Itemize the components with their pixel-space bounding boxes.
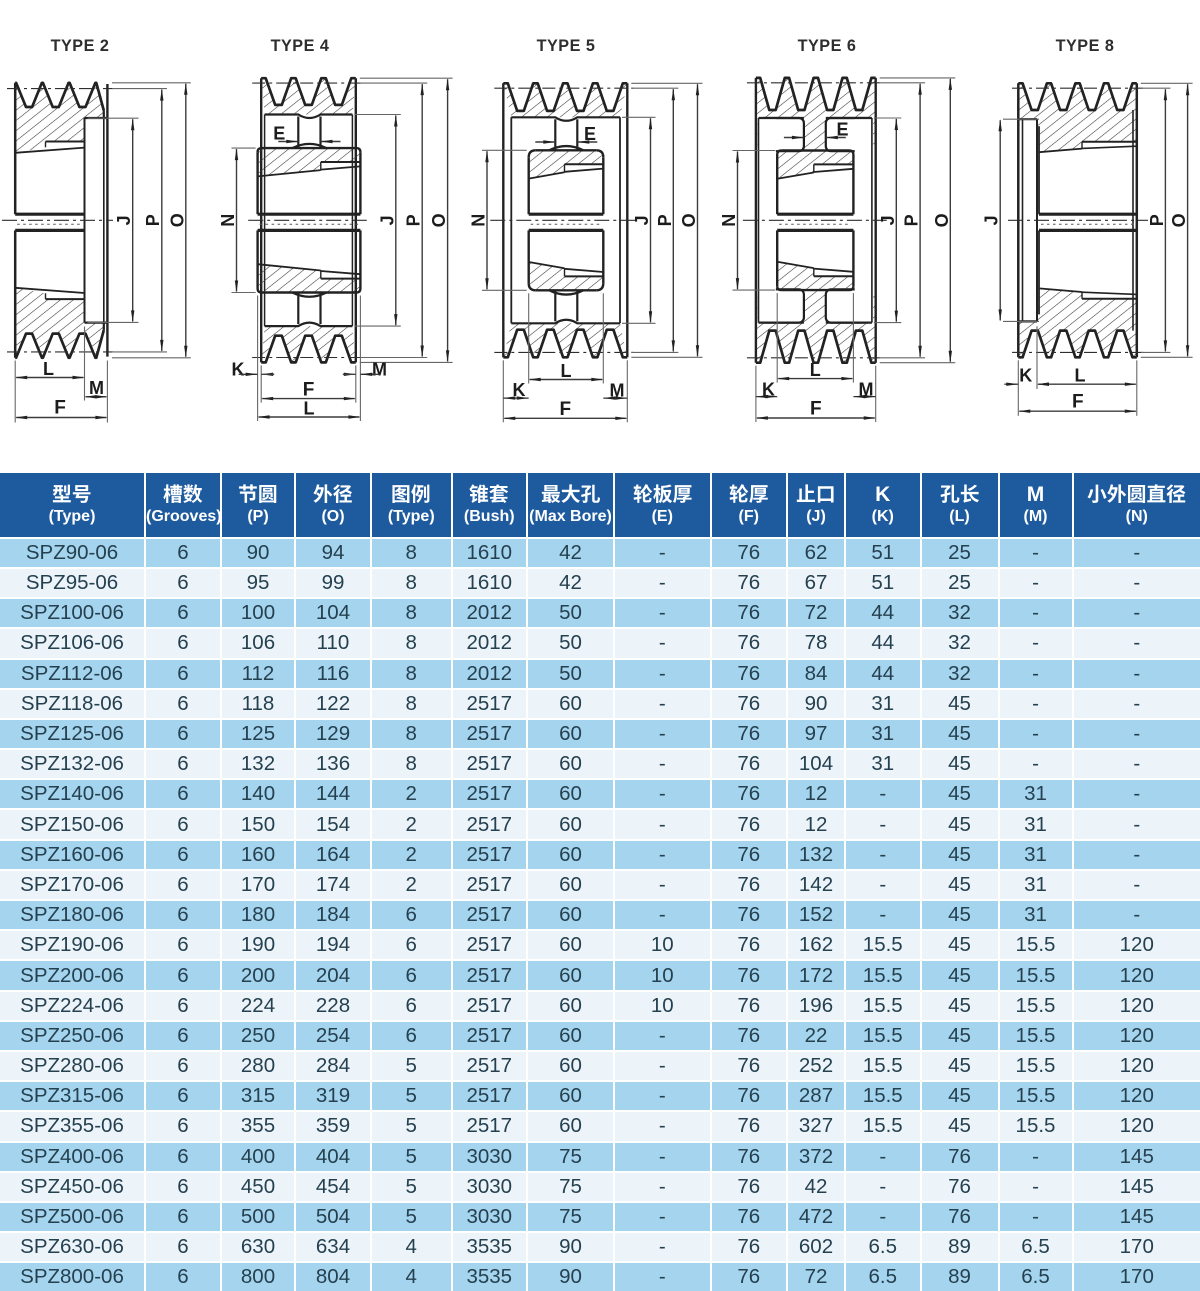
svg-text:P: P xyxy=(143,214,163,226)
svg-text:N: N xyxy=(469,214,489,227)
svg-text:K: K xyxy=(1019,366,1032,386)
svg-text:TYPE 6: TYPE 6 xyxy=(798,37,857,55)
svg-text:P: P xyxy=(902,214,922,226)
svg-text:N: N xyxy=(218,214,238,227)
svg-text:L: L xyxy=(810,360,821,380)
svg-text:TYPE 4: TYPE 4 xyxy=(271,37,330,55)
svg-text:O: O xyxy=(429,213,449,227)
svg-text:P: P xyxy=(655,214,675,226)
svg-text:TYPE 8: TYPE 8 xyxy=(1056,37,1115,55)
svg-text:TYPE 2: TYPE 2 xyxy=(51,37,110,55)
svg-text:K: K xyxy=(762,380,775,400)
svg-text:J: J xyxy=(114,215,134,225)
svg-text:L: L xyxy=(1075,366,1086,386)
svg-text:P: P xyxy=(404,214,424,226)
svg-text:J: J xyxy=(878,215,898,225)
svg-text:M: M xyxy=(372,359,387,379)
svg-text:L: L xyxy=(561,361,572,381)
svg-text:E: E xyxy=(584,124,596,144)
svg-text:O: O xyxy=(679,213,699,227)
svg-text:N: N xyxy=(719,214,739,227)
svg-text:K: K xyxy=(232,359,245,379)
svg-text:E: E xyxy=(836,120,848,140)
svg-text:F: F xyxy=(1072,392,1084,413)
svg-text:F: F xyxy=(54,397,66,418)
svg-text:K: K xyxy=(513,380,526,400)
svg-text:P: P xyxy=(1147,214,1167,226)
svg-text:E: E xyxy=(273,124,285,144)
svg-text:O: O xyxy=(932,213,952,227)
svg-text:L: L xyxy=(304,398,315,418)
svg-text:O: O xyxy=(167,213,187,227)
svg-text:F: F xyxy=(810,399,822,420)
svg-text:M: M xyxy=(610,380,625,400)
svg-text:J: J xyxy=(632,215,652,225)
svg-text:L: L xyxy=(43,359,54,379)
svg-text:O: O xyxy=(1169,213,1189,227)
svg-text:M: M xyxy=(89,378,104,398)
svg-text:J: J xyxy=(377,215,397,225)
svg-text:TYPE 5: TYPE 5 xyxy=(537,37,596,55)
svg-text:F: F xyxy=(303,379,315,400)
svg-text:F: F xyxy=(559,399,571,420)
svg-text:J: J xyxy=(982,215,1002,225)
svg-text:M: M xyxy=(859,380,874,400)
